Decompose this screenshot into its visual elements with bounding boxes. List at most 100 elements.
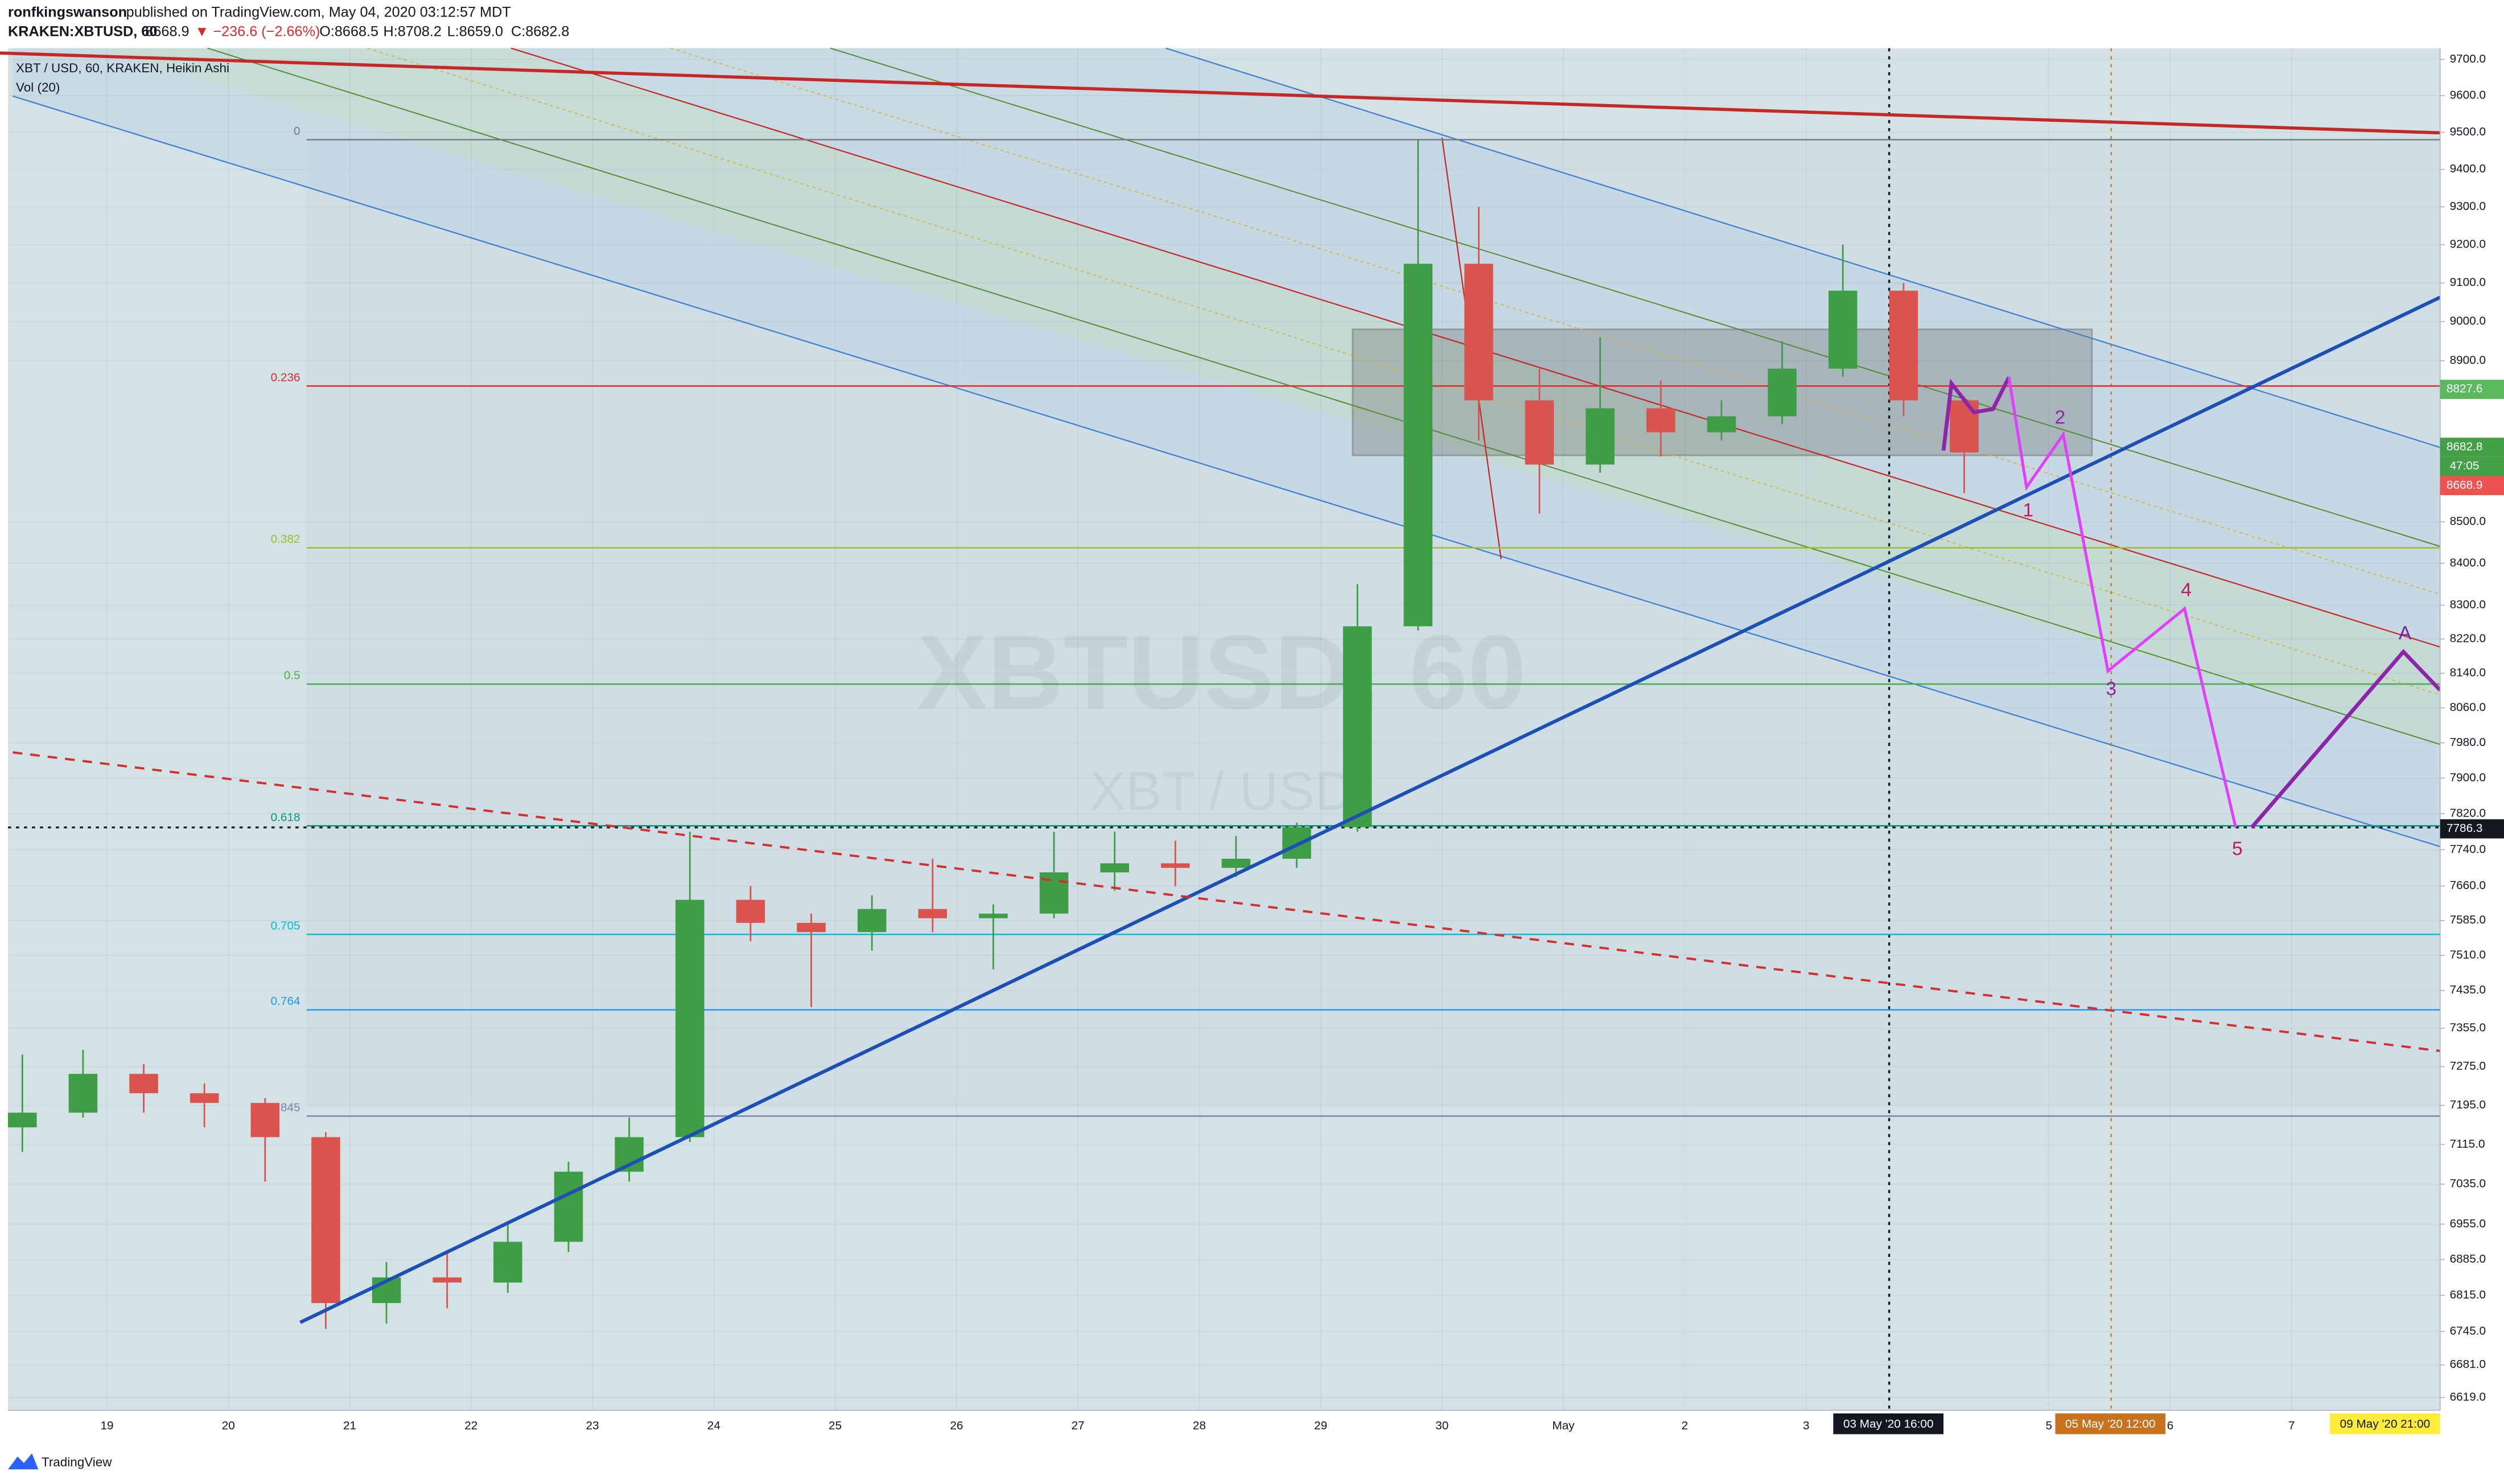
y-tick-label: 8900.0 [2450,353,2486,366]
y-tick-label: 7435.0 [2450,983,2486,996]
price-tag [2440,476,2504,496]
price-axis [2440,48,2504,1411]
y-tick-label: 7115.0 [2450,1137,2485,1151]
candle-body [1525,400,1554,465]
y-tick-label: 6815.0 [2450,1288,2486,1301]
candle-body [918,909,948,918]
x-tick-label: 6 [2167,1419,2174,1432]
x-tick-label: 5 [2045,1419,2052,1432]
pitchfork-inner-fill [96,48,2440,743]
pitchfork-line [207,47,2441,745]
price-tag-label: 8682.8 [2447,440,2482,454]
y-tick-label: 6885.0 [2450,1252,2486,1265]
candle-body [979,913,1008,918]
x-tick-label: 2 [1682,1419,1688,1432]
logo-icon [8,1453,39,1470]
grid [8,48,2440,1411]
pitchfork-line [830,47,2441,547]
publisher: ronfkingswanson [8,5,127,20]
y-tick-label: 7275.0 [2450,1060,2486,1073]
candle-body [311,1137,340,1304]
time-tag [2330,1413,2440,1434]
countdown-tag [2440,456,2504,476]
y-tick-label: 6955.0 [2450,1217,2486,1230]
time-tag-label: 05 May '20 12:00 [2065,1417,2156,1431]
y-tick-label: 7740.0 [2450,843,2486,856]
x-tick-label: 21 [343,1419,356,1432]
pitchfork-upper [1165,47,2441,448]
x-tick-label: 29 [1314,1419,1327,1432]
price-tag [2440,819,2504,839]
published-info: published on TradingView.com, May 04, 20… [126,5,511,20]
axes: 9700.0 9600.0 9500.0 9400.0 9300.0 9200.0 9100… [100,52,2504,1434]
resistance-line [0,51,2440,135]
fib-label: 0.705 [271,920,300,933]
wave-label: 2 [2055,407,2066,428]
last-price: 8668.9 [145,23,189,39]
price-tag-label: 7786.3 [2447,822,2482,835]
time-tag [1833,1413,1944,1434]
candle-body [1161,863,1190,868]
price-tag [2440,380,2504,399]
fib-label: 0.618 [271,811,300,824]
y-tick-label: 8300.0 [2450,598,2486,611]
x-tick-label: 30 [1435,1419,1448,1432]
fib-label: 0 [294,125,300,138]
price-change: ▼ −236.6 (−2.66%) [195,23,320,39]
candle-body [736,900,765,923]
x-tick-label: May [1552,1419,1575,1432]
time-tag-label: 09 May '20 21:00 [2340,1417,2431,1431]
y-tick-label: 9700.0 [2450,52,2486,65]
y-tick-label: 7900.0 [2450,771,2486,784]
series-legend: XBT / USD, 60, KRAKEN, Heikin Ashi [16,61,229,75]
candle-body [8,1112,37,1128]
pitchfork-fill [13,48,2440,847]
candle-body [1464,263,1493,401]
x-tick-label: 23 [586,1419,599,1432]
y-tick-label: 7195.0 [2450,1098,2486,1111]
fib-zone [306,137,2440,1106]
plot-background [8,48,2440,1411]
x-tick-label: 20 [222,1419,235,1432]
wave-label: 5 [2232,838,2243,859]
y-tick-label: 8140.0 [2450,666,2486,679]
pitchfork-line [367,47,2441,696]
x-tick-label: 25 [829,1419,842,1432]
candle-body [1282,827,1311,859]
y-tick-label: 7980.0 [2450,736,2486,749]
candle-body [433,1277,462,1283]
y-tick-label: 8500.0 [2450,514,2486,527]
wave-labels: 1 2 3 4 5 A [2023,407,2411,860]
y-tick-label: 9200.0 [2450,237,2486,250]
y-tick-label: 7585.0 [2450,913,2486,926]
y-tick-label: 6745.0 [2450,1324,2486,1337]
x-tick-label: 7 [2288,1419,2295,1432]
y-tick-label: 7510.0 [2450,948,2486,961]
time-tag [2055,1413,2166,1434]
ohlc-high: H:8708.2 [383,23,441,39]
footer-logo[interactable]: TradingView [8,1453,112,1470]
support-trendline [299,295,2441,1324]
candle-body [1221,859,1251,868]
fib-label: 0.5 [284,669,300,682]
wave-projection [1941,376,2011,451]
candle-body [857,909,887,933]
candle-body [190,1093,219,1103]
y-tick-label: 9100.0 [2450,276,2486,289]
y-tick-label: 8220.0 [2450,632,2486,645]
candle-body [797,922,826,933]
y-tick-label: 8400.0 [2450,556,2486,569]
candle-body [1950,400,1979,453]
y-tick-label: 9000.0 [2450,315,2486,328]
dashed-trendline [13,751,2440,1052]
candle-body [250,1103,280,1137]
x-tick-label: 27 [1072,1419,1085,1432]
y-tick-label: 9500.0 [2450,125,2486,138]
fib-label: 0.382 [271,533,300,546]
wave-label: 3 [2106,679,2116,700]
wave-label: A [2399,623,2412,644]
x-tick-label: 26 [950,1419,963,1432]
candle-body [1828,290,1858,369]
